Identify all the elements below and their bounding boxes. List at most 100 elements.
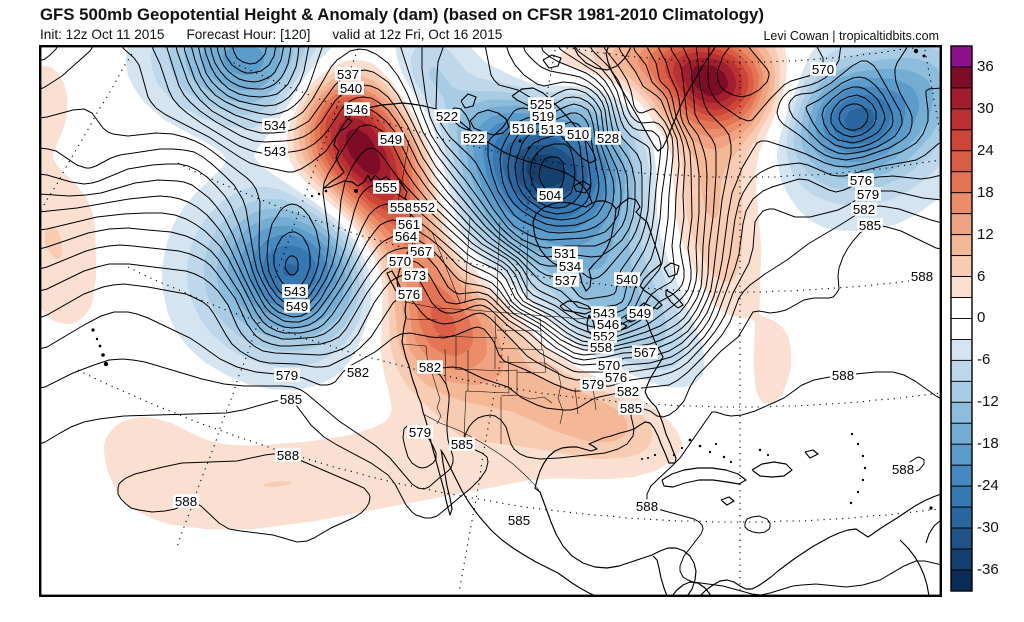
contour-label: 579 — [857, 187, 879, 202]
colorbar-cell — [950, 485, 973, 508]
contour-label: 534 — [559, 259, 581, 274]
forecast-hour-label: Forecast Hour: [120] — [186, 27, 311, 42]
contour-label-box — [262, 118, 288, 132]
contour-label: 567 — [634, 345, 656, 360]
contour-label-box — [830, 368, 856, 382]
colorbar-tick-label: 18 — [977, 183, 994, 201]
contour-label-box — [284, 299, 310, 313]
colorbar-cell — [950, 548, 973, 571]
contour-label: 555 — [375, 180, 397, 195]
contour-label-box — [173, 494, 199, 508]
contour-label: 585 — [620, 401, 642, 416]
contour-label: 582 — [347, 365, 369, 380]
contour-label-box — [510, 121, 536, 135]
colorbar-tick-label: -24 — [977, 477, 999, 495]
colorbar-tick-label: -30 — [977, 519, 999, 537]
contour-label: 588 — [636, 499, 658, 514]
contour-label: 543 — [284, 284, 306, 299]
contour-label: 588 — [175, 494, 197, 509]
colorbar-cell — [950, 171, 973, 194]
chart-title: GFS 500mb Geopotential Height & Anomaly … — [40, 5, 764, 24]
contour-label-box — [632, 345, 658, 359]
contour-label: 582 — [617, 384, 639, 399]
contour-label: 561 — [398, 217, 420, 232]
chart-subtitle: Init: 12z Oct 11 2015 Forecast Hour: [120… — [40, 27, 524, 42]
contour-label-box — [627, 306, 653, 320]
islands-specks — [91, 48, 933, 510]
contour-label: 558 — [590, 340, 612, 355]
contour-label-box — [591, 306, 617, 320]
credit-attribution: Levi Cowan | tropicaltidbits.com — [763, 29, 939, 43]
contour-label-box — [387, 254, 413, 268]
contour-label: 516 — [512, 121, 534, 136]
contour-label-box — [552, 246, 578, 260]
contour-label: 582 — [419, 360, 441, 375]
contour-label-box — [580, 377, 606, 391]
contour-label: 585 — [859, 218, 881, 233]
contour-label-box — [855, 187, 881, 201]
colorbar-tick-label: 36 — [977, 57, 994, 75]
contour-label-box — [565, 127, 591, 141]
contour-label: 582 — [853, 202, 875, 217]
contour-label: 576 — [605, 370, 627, 385]
colorbar-tick-label: 24 — [977, 141, 994, 159]
colorbar-cell — [950, 422, 973, 445]
contour-label: 579 — [582, 377, 604, 392]
contour-label: 537 — [337, 67, 359, 82]
contour-label-box — [275, 448, 301, 462]
contour-label-box — [553, 273, 579, 287]
contour-label-box — [345, 365, 371, 379]
contour-label-box — [634, 499, 660, 513]
contour-label: 570 — [598, 358, 620, 373]
contour-label-box — [528, 97, 554, 111]
contour-label-box — [890, 462, 916, 476]
contour-label: 531 — [554, 246, 576, 261]
contour-label-box — [857, 218, 883, 232]
valid-time-label: valid at 12z Fri, Oct 16 2015 — [332, 27, 503, 42]
contour-label: 585 — [451, 437, 473, 452]
contour-label-box — [393, 229, 419, 243]
colorbar-tick-label: -12 — [977, 393, 999, 411]
colorbar-cell — [950, 255, 973, 278]
anomaly-fill-band — [526, 154, 566, 188]
contour-label: 570 — [812, 62, 834, 77]
colorbar-cell — [950, 318, 973, 340]
colorbar-tick-label: 6 — [977, 267, 986, 285]
contour-label-box — [278, 392, 304, 406]
contour-label: 549 — [629, 306, 651, 321]
contour-label: 564 — [395, 229, 417, 244]
contour-label: 549 — [286, 299, 308, 314]
colorbar-cell — [950, 87, 973, 110]
contour-label: 534 — [264, 118, 286, 133]
colorbar-cell — [950, 66, 973, 89]
contour-label-box — [615, 384, 641, 398]
colorbar-tick-label: -6 — [977, 351, 991, 369]
contour-label-box — [388, 200, 414, 214]
contour-label: 585 — [280, 392, 302, 407]
contour-label-box — [282, 284, 308, 298]
contour-label: 543 — [593, 306, 615, 321]
contour-label-box — [461, 131, 487, 145]
contour-label-box — [848, 173, 874, 187]
contour-label: 513 — [541, 122, 563, 137]
contour-label: 546 — [346, 102, 368, 117]
map-frame — [39, 45, 942, 597]
contour-label-box — [407, 425, 433, 439]
contour-label: 540 — [616, 272, 638, 287]
contour-label: 588 — [832, 368, 854, 383]
contour-label: 546 — [597, 317, 619, 332]
contour-label: 576 — [850, 173, 872, 188]
colorbar-cell — [950, 569, 973, 592]
contour-label-box — [909, 269, 935, 283]
contour-label: 573 — [404, 268, 426, 283]
colorbar-cell — [950, 443, 973, 466]
contour-label-box — [338, 81, 364, 95]
contour-label: 588 — [277, 448, 299, 463]
colorbar-frame — [950, 45, 973, 592]
contour-label: 522 — [436, 109, 458, 124]
colorbar-cell — [950, 45, 973, 68]
contour-label-box — [530, 109, 556, 123]
